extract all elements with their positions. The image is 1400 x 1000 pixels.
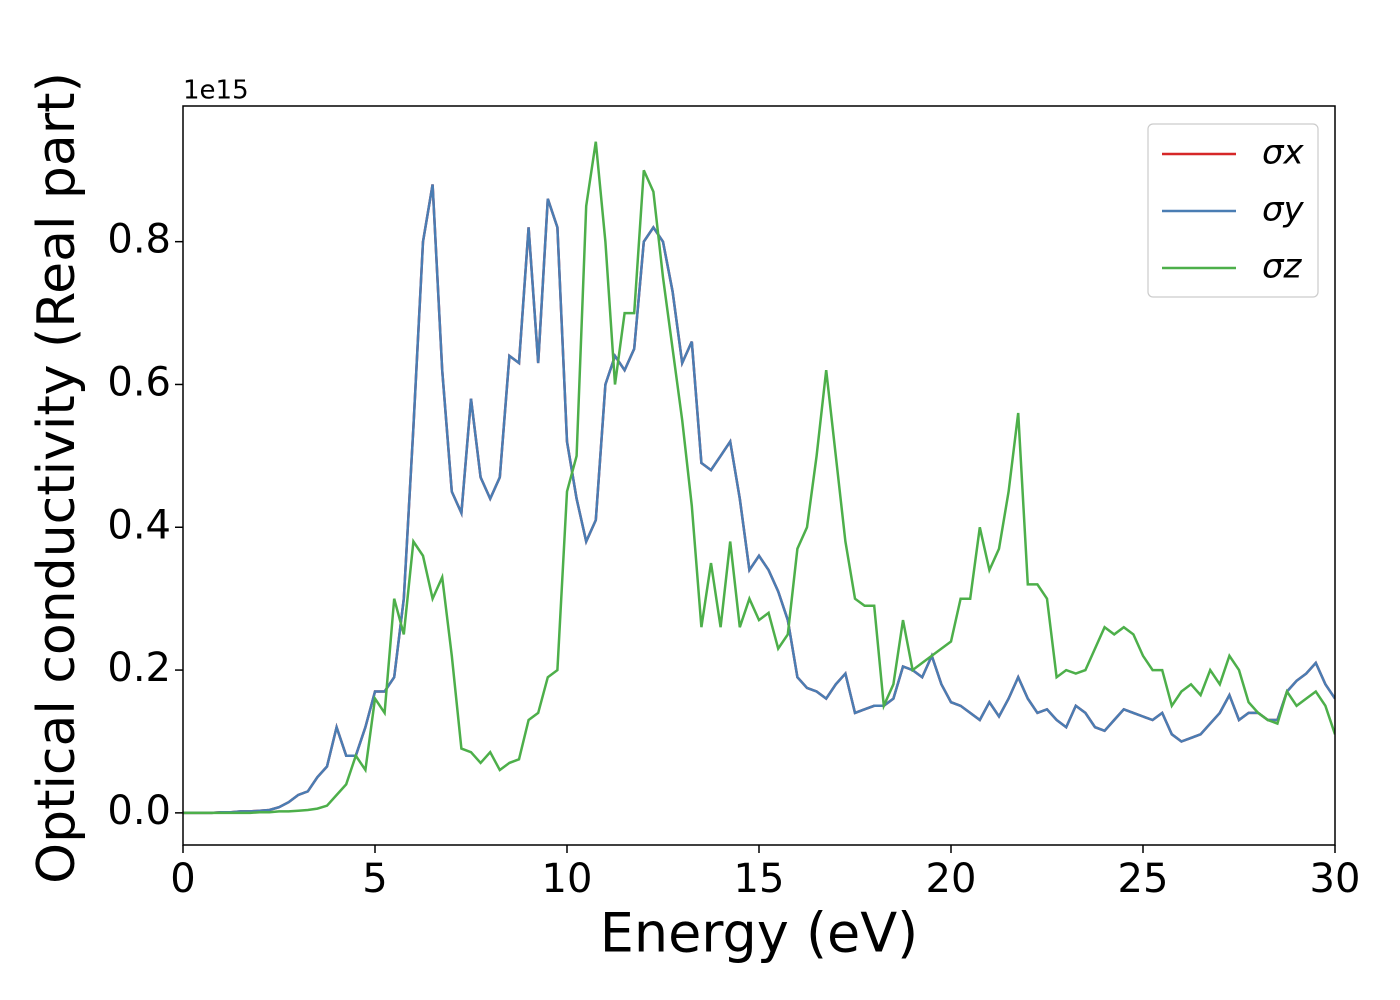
y-tick-label: 0.0 [107,788,171,834]
x-axis-label: Energy (eV) [600,902,919,965]
x-tick-label: 5 [362,856,387,902]
legend-label: σz [1262,247,1303,287]
plot-frame [182,105,1336,846]
x-tick-label: 20 [926,856,977,902]
x-tick-label: 30 [1310,856,1361,902]
y-offset-label: 1e15 [183,76,249,106]
series-line [183,141,1335,815]
series-line [183,184,1335,815]
y-axis-label: Optical conductivity (Real part) [27,72,87,884]
y-tick-label: 0.6 [107,359,171,405]
x-tick-label: 15 [734,856,785,902]
x-tick-label: 25 [1118,856,1169,902]
x-tick-label: 0 [170,856,195,902]
y-tick-label: 0.2 [107,645,171,691]
x-tick-label: 10 [542,856,593,902]
y-tick-label: 0.8 [107,217,171,263]
y-tick-label: 0.4 [107,502,171,548]
legend-label: σy [1262,190,1305,230]
legend-label: σx [1262,133,1305,173]
